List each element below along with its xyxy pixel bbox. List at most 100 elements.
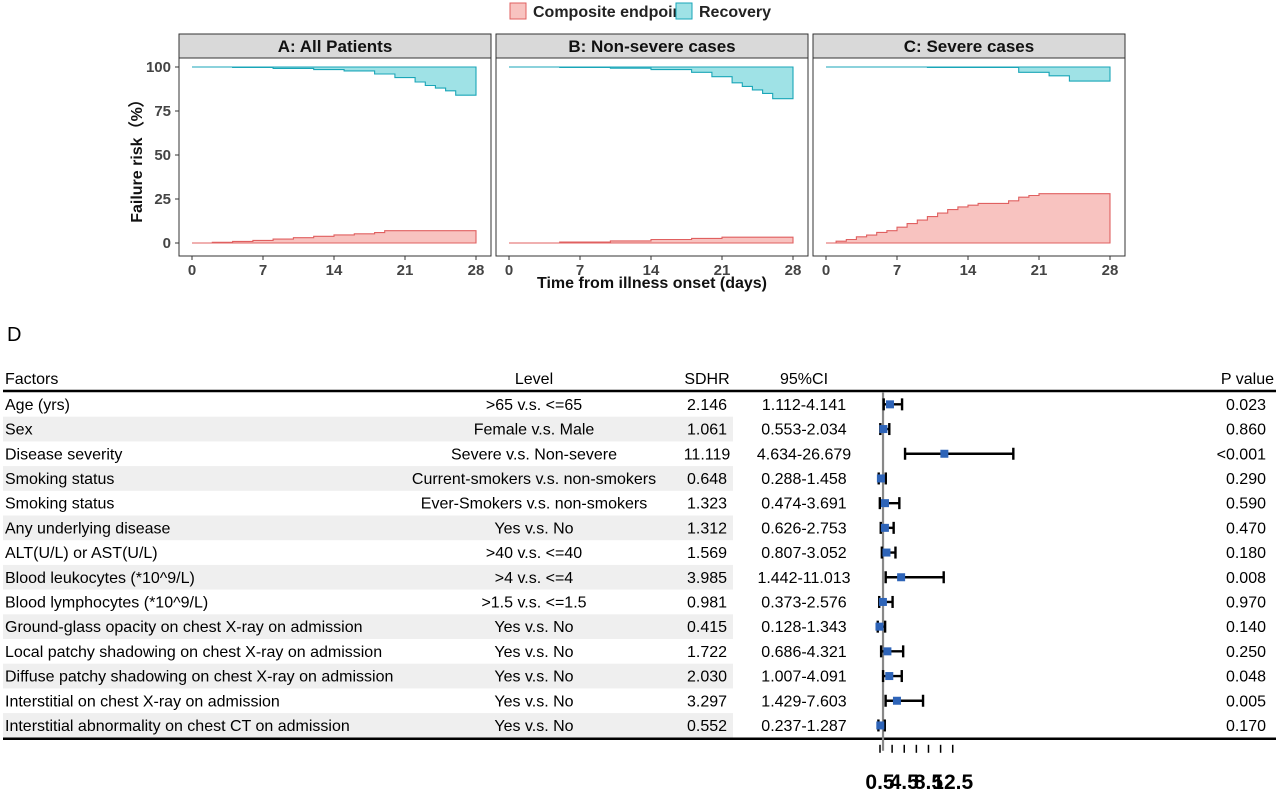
series-band-composite-0: [192, 230, 477, 244]
row-sdhr: 1.569: [687, 545, 727, 562]
row-ci: 0.237-1.287: [761, 718, 847, 735]
row-factor: Ground-glass opacity on chest X-ray on a…: [5, 619, 363, 636]
row-stripe-9: [3, 614, 733, 639]
x-tick-label-2-0: 0: [822, 262, 830, 279]
legend-swatch-recovery: [675, 2, 693, 20]
point-estimate: [885, 672, 894, 681]
row-level: >4 v.s. <=4: [495, 570, 574, 587]
row-ci: 0.288-1.458: [761, 471, 847, 488]
row-ci: 0.128-1.343: [761, 619, 847, 636]
row-level: Severe v.s. Non-severe: [451, 446, 617, 463]
row-p-value: 0.970: [1226, 594, 1266, 611]
row-factor: Any underlying disease: [5, 520, 171, 537]
x-axis-label: Time from illness onset (days): [537, 275, 767, 292]
row-sdhr: 3.297: [687, 693, 727, 710]
row-ci: 1.442-11.013: [757, 570, 850, 587]
x-tick-label-2-2: 14: [960, 262, 977, 279]
row-stripe-5: [3, 515, 733, 541]
row-p-value: 0.180: [1226, 545, 1266, 562]
panel-strip-2: [812, 33, 1126, 59]
y-tick-label-0: 0: [163, 235, 171, 252]
header-sdhr: SDHR: [684, 371, 729, 388]
row-ci: 1.112-4.141: [762, 397, 846, 414]
row-sdhr: 1.323: [687, 496, 727, 513]
row-sdhr: 0.981: [687, 594, 727, 611]
series-band-recovery-2: [826, 66, 1111, 82]
point-estimate: [879, 425, 888, 434]
y-tick-label-1: 25: [154, 191, 171, 208]
row-p-value: 0.290: [1226, 471, 1266, 488]
legend-label-composite: Composite endpoint: [533, 4, 688, 21]
series-band-composite-1: [509, 236, 794, 244]
row-level: Current-smokers v.s. non-smokers: [412, 471, 656, 488]
row-factor: Smoking status: [5, 496, 114, 513]
row-ci: 1.007-4.091: [761, 669, 847, 686]
row-p-value: 0.170: [1226, 718, 1266, 735]
row-level: Yes v.s. No: [494, 693, 573, 710]
row-factor: Age (yrs): [5, 397, 70, 414]
row-level: Yes v.s. No: [494, 520, 573, 537]
x-tick-label-1-1: 7: [576, 262, 584, 279]
point-estimate: [882, 548, 891, 557]
series-band-recovery-0: [192, 66, 477, 96]
row-stripe-3: [3, 466, 733, 491]
row-p-value: 0.590: [1226, 496, 1266, 513]
y-axis-label: Failure risk（%）: [128, 91, 146, 223]
point-estimate: [876, 721, 885, 730]
y-tick-label-4: 100: [146, 59, 171, 76]
header-level: Level: [515, 371, 553, 388]
row-factor: Disease severity: [5, 446, 122, 463]
row-ci: 1.429-7.603: [761, 693, 847, 710]
series-band-composite-2: [826, 193, 1111, 244]
row-level: Yes v.s. No: [494, 619, 573, 636]
x-tick-label-0-4: 28: [468, 262, 485, 279]
x-tick-label-0-2: 14: [326, 262, 343, 279]
x-tick-label-2-1: 7: [893, 262, 901, 279]
legend-label-recovery: Recovery: [699, 4, 771, 21]
row-ci: 0.686-4.321: [761, 644, 847, 661]
panel-title-2: C: Severe cases: [904, 37, 1034, 56]
point-estimate: [880, 523, 889, 532]
row-sdhr: 1.312: [687, 520, 727, 537]
x-tick-label-2-4: 28: [1102, 262, 1119, 279]
x-tick-label-1-2: 14: [643, 262, 660, 279]
row-ci: 0.553-2.034: [761, 422, 847, 439]
row-ci: 4.634-26.679: [757, 446, 851, 463]
x-tick-label-0-0: 0: [188, 262, 196, 279]
row-factor: Diffuse patchy shadowing on chest X-ray …: [5, 669, 393, 686]
row-ci: 0.807-3.052: [761, 545, 847, 562]
panel-box-1: [495, 57, 809, 257]
row-factor: ALT(U/L) or AST(U/L): [5, 545, 158, 562]
point-estimate: [878, 597, 887, 606]
header-ci: 95%CI: [780, 371, 828, 388]
row-ci: 0.373-2.576: [761, 594, 847, 611]
row-sdhr: 11.119: [684, 446, 731, 463]
row-p-value: 0.250: [1226, 644, 1266, 661]
row-factor: Blood leukocytes (*10^9/L): [5, 570, 195, 587]
legend-swatch-composite: [509, 2, 527, 20]
row-p-value: 0.470: [1226, 520, 1266, 537]
x-tick-label-0-1: 7: [259, 262, 267, 279]
row-level: >1.5 v.s. <=1.5: [481, 594, 586, 611]
point-estimate: [885, 400, 894, 409]
row-level: Ever-Smokers v.s. non-smokers: [421, 496, 647, 513]
row-sdhr: 0.415: [687, 619, 727, 636]
row-p-value: 0.023: [1226, 397, 1266, 414]
x-axis-tick-label-1: 4.5: [890, 771, 920, 792]
point-estimate: [892, 696, 901, 705]
row-sdhr: 1.722: [687, 644, 727, 661]
row-p-value: 0.005: [1226, 693, 1266, 710]
cumulative-incidence-chart: Composite endpoint Recovery A: All Patient…: [128, 2, 1126, 292]
point-estimate: [880, 499, 889, 508]
row-p-value: 0.048: [1226, 669, 1266, 686]
row-ci: 0.474-3.691: [761, 496, 847, 513]
row-level: >40 v.s. <=40: [486, 545, 582, 562]
point-estimate: [875, 622, 884, 631]
row-sdhr: 2.146: [687, 397, 727, 414]
panel-box-0: [178, 57, 492, 257]
row-level: Female v.s. Male: [474, 422, 595, 439]
x-tick-label-2-3: 21: [1031, 262, 1048, 279]
row-p-value: 0.008: [1226, 570, 1266, 587]
header-p-value: P value: [1221, 371, 1274, 388]
panel-title-0: A: All Patients: [278, 37, 393, 56]
